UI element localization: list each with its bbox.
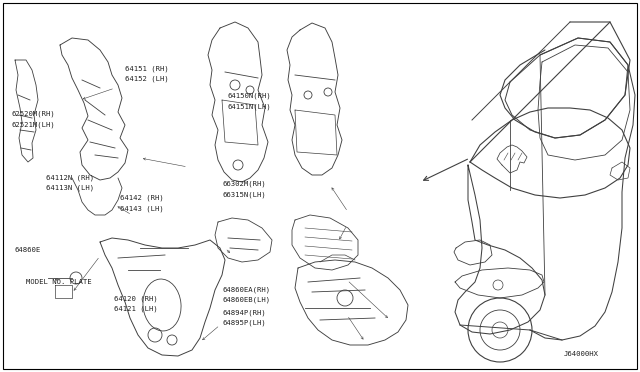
Text: 64121 (LH): 64121 (LH)	[114, 305, 157, 312]
Text: 64143 (LH): 64143 (LH)	[120, 205, 164, 212]
Text: 62521M(LH): 62521M(LH)	[12, 121, 55, 128]
Text: 64860EB(LH): 64860EB(LH)	[223, 296, 271, 303]
Text: 64860EA(RH): 64860EA(RH)	[223, 286, 271, 293]
Text: 66315N(LH): 66315N(LH)	[223, 191, 266, 198]
Text: 64151 (RH): 64151 (RH)	[125, 65, 168, 72]
Text: 64152 (LH): 64152 (LH)	[125, 76, 168, 83]
Text: 66302M(RH): 66302M(RH)	[223, 181, 266, 187]
Text: 64894P(RH): 64894P(RH)	[223, 309, 266, 316]
Text: 64113N (LH): 64113N (LH)	[46, 185, 94, 192]
Text: MODEL NO. PLATE: MODEL NO. PLATE	[26, 279, 92, 285]
Text: 64860E: 64860E	[14, 247, 40, 253]
Text: 64151N(LH): 64151N(LH)	[227, 103, 271, 110]
Text: 64150N(RH): 64150N(RH)	[227, 93, 271, 99]
Text: 62520M(RH): 62520M(RH)	[12, 110, 55, 117]
Text: 64142 (RH): 64142 (RH)	[120, 195, 164, 201]
Text: 64120 (RH): 64120 (RH)	[114, 295, 157, 302]
Text: 64112N (RH): 64112N (RH)	[46, 174, 94, 181]
Text: 64895P(LH): 64895P(LH)	[223, 320, 266, 326]
Text: J64000HX: J64000HX	[563, 351, 598, 357]
